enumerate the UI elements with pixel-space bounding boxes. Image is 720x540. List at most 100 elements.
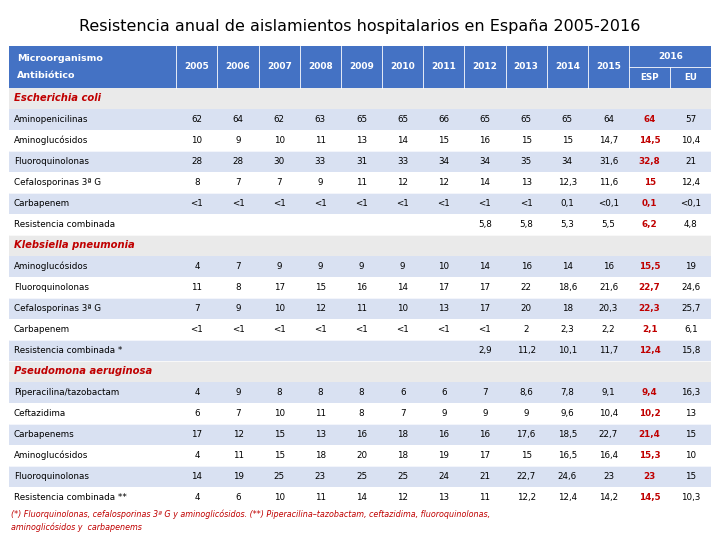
Text: 5,5: 5,5 xyxy=(601,220,616,229)
Bar xyxy=(629,298,670,319)
Text: 13: 13 xyxy=(356,136,367,145)
Text: 2: 2 xyxy=(523,325,529,334)
Text: 7: 7 xyxy=(400,409,405,417)
Bar xyxy=(546,298,588,319)
Bar xyxy=(629,109,670,130)
Bar xyxy=(505,46,546,88)
Bar xyxy=(629,424,670,444)
Text: <1: <1 xyxy=(273,325,286,334)
Text: 18: 18 xyxy=(315,451,326,460)
Text: 12: 12 xyxy=(438,178,449,187)
Bar xyxy=(300,298,341,319)
Text: 18: 18 xyxy=(562,303,573,313)
Bar xyxy=(423,298,464,319)
Text: 11: 11 xyxy=(315,409,326,417)
Bar xyxy=(629,214,670,235)
Bar xyxy=(341,319,382,340)
Text: 2,1: 2,1 xyxy=(642,325,657,334)
Text: <0,1: <0,1 xyxy=(680,199,701,208)
Bar xyxy=(341,172,382,193)
Bar xyxy=(505,276,546,298)
Bar xyxy=(300,276,341,298)
Text: 19: 19 xyxy=(685,262,696,271)
Bar xyxy=(546,193,588,214)
Bar xyxy=(176,403,217,424)
Text: 10: 10 xyxy=(192,136,202,145)
Bar xyxy=(217,382,258,403)
Text: 15: 15 xyxy=(438,136,449,145)
Text: Pseudomona aeruginosa: Pseudomona aeruginosa xyxy=(14,366,152,376)
Text: 28: 28 xyxy=(192,157,202,166)
Bar xyxy=(382,109,423,130)
Text: 15: 15 xyxy=(521,136,531,145)
Text: 0,1: 0,1 xyxy=(642,199,657,208)
Text: <1: <1 xyxy=(191,325,203,334)
Text: 9,1: 9,1 xyxy=(602,388,616,397)
Bar xyxy=(176,340,217,361)
Bar xyxy=(546,340,588,361)
Text: 21,4: 21,4 xyxy=(639,430,660,438)
Text: 12: 12 xyxy=(233,430,243,438)
Text: 10: 10 xyxy=(685,451,696,460)
Bar xyxy=(217,276,258,298)
Bar xyxy=(382,256,423,276)
Text: 16: 16 xyxy=(480,136,490,145)
Text: 14: 14 xyxy=(480,178,490,187)
Bar xyxy=(217,214,258,235)
Text: 34: 34 xyxy=(480,157,490,166)
Bar xyxy=(217,403,258,424)
Bar xyxy=(423,46,464,88)
Text: 2011: 2011 xyxy=(431,63,456,71)
Text: 6,1: 6,1 xyxy=(684,325,698,334)
Bar xyxy=(258,340,300,361)
Bar xyxy=(588,403,629,424)
Text: Fluoroquinolonas: Fluoroquinolonas xyxy=(14,471,89,481)
Bar xyxy=(341,256,382,276)
Bar xyxy=(300,444,341,465)
Bar xyxy=(217,444,258,465)
Text: Resistencia anual de aislamientos hospitalarios en España 2005-2016: Resistencia anual de aislamientos hospit… xyxy=(79,19,641,34)
Text: 11: 11 xyxy=(480,492,490,502)
Bar xyxy=(217,151,258,172)
Bar xyxy=(464,130,505,151)
Text: Escherichia coli: Escherichia coli xyxy=(14,93,101,103)
Bar xyxy=(588,256,629,276)
Bar xyxy=(341,130,382,151)
Text: 10,2: 10,2 xyxy=(639,409,660,417)
Bar xyxy=(629,151,670,172)
Bar xyxy=(300,130,341,151)
Bar xyxy=(382,319,423,340)
Text: 35: 35 xyxy=(521,157,532,166)
Text: 62: 62 xyxy=(274,115,284,124)
Bar xyxy=(9,465,176,487)
Bar xyxy=(505,444,546,465)
Text: 14: 14 xyxy=(192,471,202,481)
Text: 15: 15 xyxy=(685,430,696,438)
Text: 4: 4 xyxy=(194,262,199,271)
Text: <1: <1 xyxy=(479,325,491,334)
Text: 57: 57 xyxy=(685,115,696,124)
Bar xyxy=(258,256,300,276)
Bar xyxy=(176,109,217,130)
Text: 64: 64 xyxy=(603,115,614,124)
Bar xyxy=(176,46,217,88)
Bar xyxy=(588,214,629,235)
Bar xyxy=(341,151,382,172)
Text: 12: 12 xyxy=(397,492,408,502)
Bar xyxy=(382,487,423,508)
Text: 20: 20 xyxy=(521,303,531,313)
Bar xyxy=(341,193,382,214)
Bar xyxy=(423,403,464,424)
Text: 15: 15 xyxy=(644,178,656,187)
Bar xyxy=(300,109,341,130)
Bar xyxy=(464,151,505,172)
Bar xyxy=(176,172,217,193)
Text: Carbapenem: Carbapenem xyxy=(14,325,70,334)
Text: 10,3: 10,3 xyxy=(681,492,701,502)
Text: 14,7: 14,7 xyxy=(599,136,618,145)
Bar xyxy=(341,444,382,465)
Bar xyxy=(341,465,382,487)
Text: 15: 15 xyxy=(315,283,326,292)
Text: 4: 4 xyxy=(194,388,199,397)
Bar xyxy=(629,403,670,424)
